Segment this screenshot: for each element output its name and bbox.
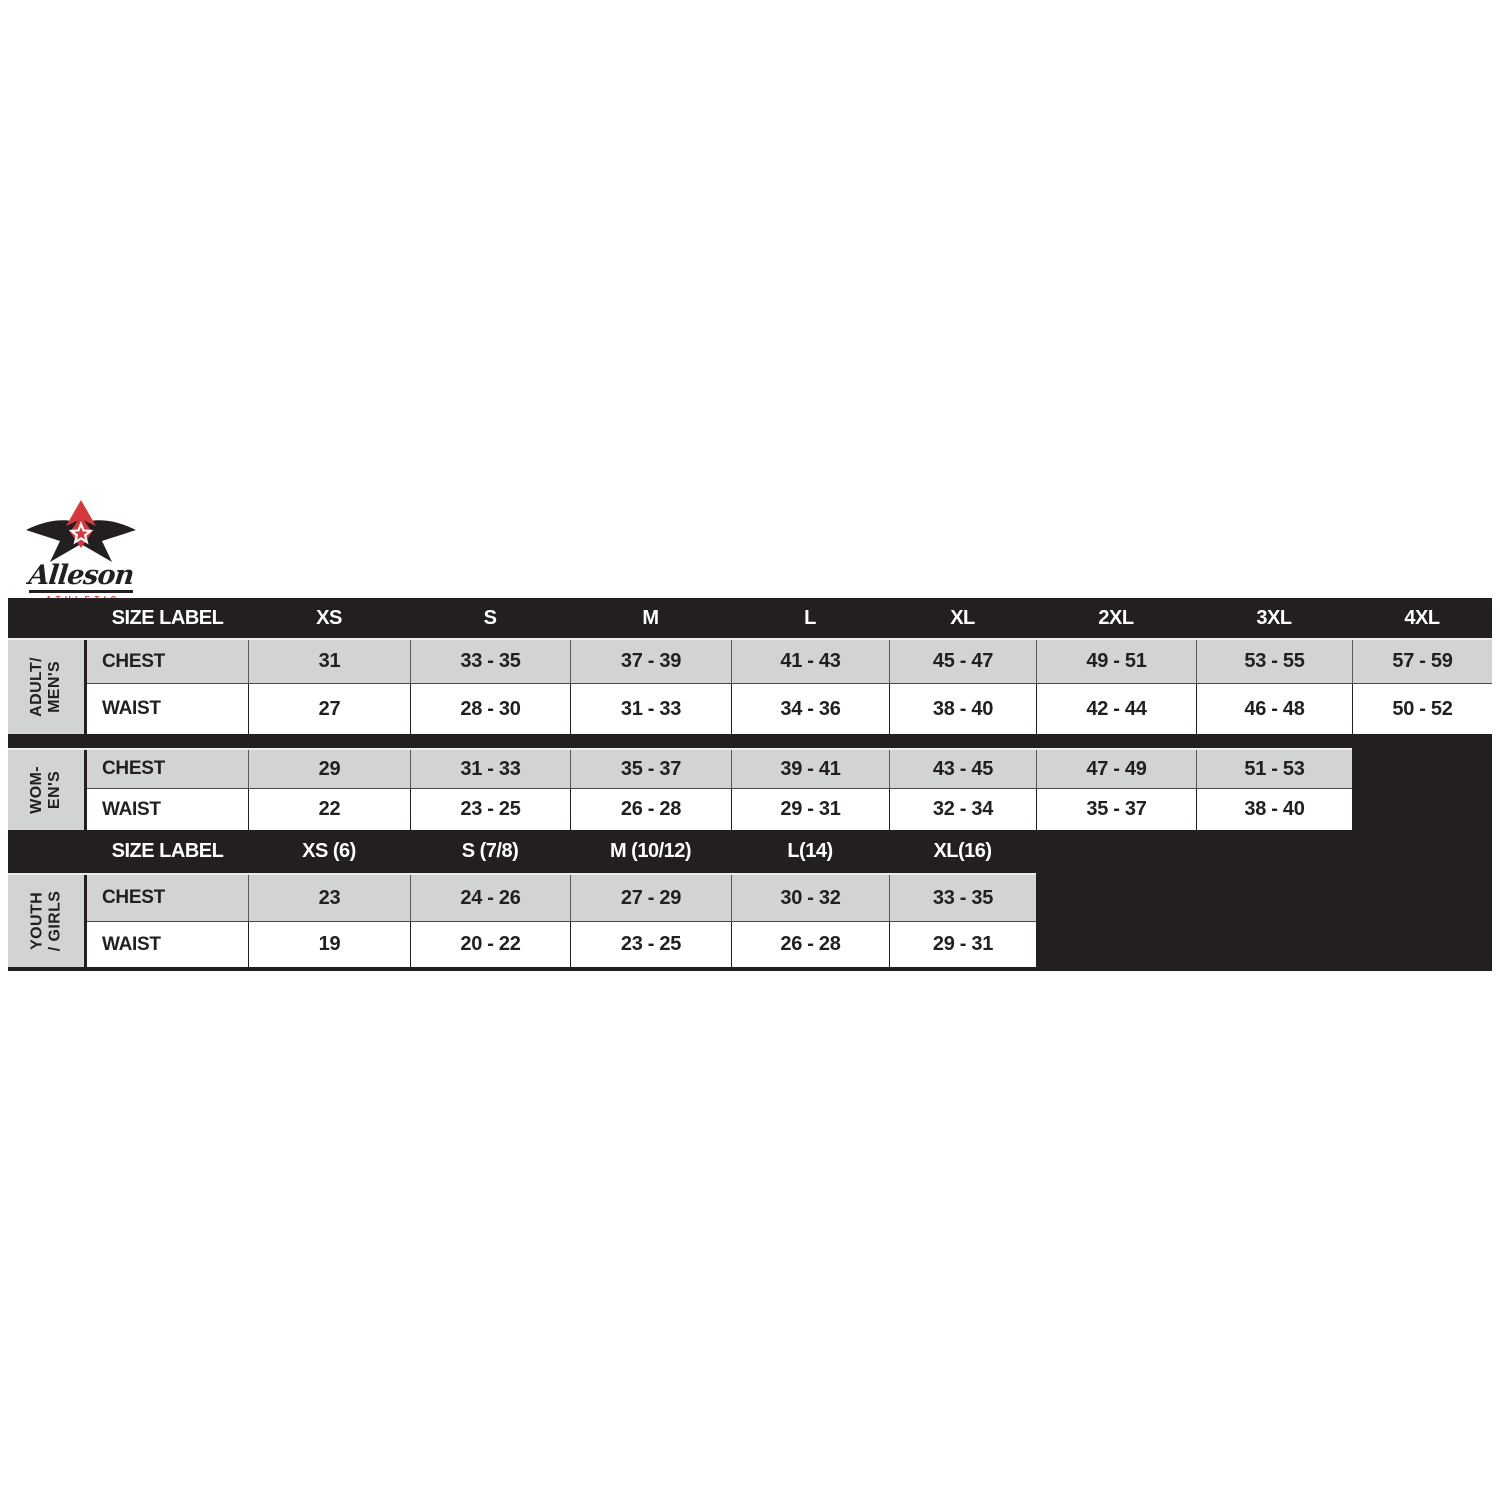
- table-cell: 50 - 52: [1352, 684, 1492, 734]
- divider: [8, 873, 1036, 875]
- table-cell: 23 - 25: [410, 789, 570, 830]
- youth-girls-side-cell: YOUTH / GIRLS: [8, 875, 87, 967]
- table-cell: 29: [248, 750, 410, 788]
- adult-chest-row: CHEST 31 33 - 35 37 - 39 41 - 43 45 - 47…: [87, 640, 1492, 684]
- womens-section: WOM- EN'S CHEST 29 31 - 33 35 - 37 39 - …: [8, 750, 1352, 830]
- youth-waist-row: WAIST 19 20 - 22 23 - 25 26 - 28 29 - 31: [87, 922, 1036, 967]
- divider: [8, 638, 1492, 640]
- youth-girls-side-label: YOUTH / GIRLS: [28, 891, 64, 952]
- adult-header-xs: XS: [316, 606, 342, 629]
- row-label: CHEST: [102, 758, 165, 779]
- youth-girls-section: YOUTH / GIRLS CHEST 23 24 - 26 27 - 29 3…: [8, 875, 1036, 967]
- adult-rows: CHEST 31 33 - 35 37 - 39 41 - 43 45 - 47…: [87, 640, 1492, 734]
- youth-header-m: M (10/12): [609, 840, 692, 862]
- table-cell: 35 - 37: [570, 750, 731, 788]
- row-label: WAIST: [102, 698, 161, 719]
- row-label: WAIST: [102, 933, 161, 955]
- row-label: WAIST: [102, 798, 161, 820]
- table-cell: 26 - 28: [570, 789, 731, 830]
- adult-header-xl: XL: [950, 606, 975, 629]
- table-cell: 33 - 35: [889, 875, 1036, 921]
- row-label: CHEST: [102, 887, 165, 908]
- table-cell: 19: [248, 922, 410, 967]
- table-cell: 23: [248, 875, 410, 921]
- adult-mens-section: ADULT/ MEN'S CHEST 31 33 - 35 37 - 39 41…: [8, 640, 1492, 734]
- table-cell: 49 - 51: [1036, 640, 1196, 683]
- youth-chest-row: CHEST 23 24 - 26 27 - 29 30 - 32 33 - 35: [87, 875, 1036, 922]
- adult-header-m: M: [642, 606, 659, 629]
- row-label: CHEST: [102, 650, 165, 672]
- youth-header-size-label: SIZE LABEL: [111, 840, 224, 862]
- table-cell: 41 - 43: [731, 640, 889, 683]
- table-cell: 33 - 35: [410, 640, 570, 683]
- table-cell: 35 - 37: [1036, 789, 1196, 830]
- table-cell: 20 - 22: [410, 922, 570, 967]
- adult-header-4xl: 4XL: [1404, 606, 1440, 629]
- table-cell: 22: [248, 789, 410, 830]
- adult-header-2xl: 2XL: [1098, 606, 1134, 629]
- table-cell: 57 - 59: [1352, 640, 1492, 683]
- table-cell: 29 - 31: [731, 789, 889, 830]
- side-label-line: YOUTH: [28, 892, 46, 950]
- table-cell: 42 - 44: [1036, 684, 1196, 734]
- table-cell: 28 - 30: [410, 684, 570, 734]
- table-cell: 34 - 36: [731, 684, 889, 734]
- table-cell: 27: [248, 684, 410, 734]
- table-cell: 39 - 41: [731, 750, 889, 788]
- brand-name: Alleson: [27, 560, 135, 591]
- table-cell: 51 - 53: [1196, 750, 1352, 788]
- youth-header-s: S (7/8): [461, 840, 519, 862]
- womens-chest-row: CHEST 29 31 - 33 35 - 37 39 - 41 43 - 45…: [87, 750, 1352, 789]
- womens-rows: CHEST 29 31 - 33 35 - 37 39 - 41 43 - 45…: [87, 750, 1352, 830]
- side-label-line: EN'S: [46, 770, 63, 810]
- adult-header-l: L: [804, 606, 816, 629]
- side-label-line: ADULT/: [28, 657, 46, 717]
- youth-size-header-row: SIZE LABEL XS (6) S (7/8) M (10/12) L(14…: [8, 830, 1492, 873]
- alleson-star-icon: [26, 500, 136, 562]
- table-cell: 26 - 28: [731, 922, 889, 967]
- side-label-line: / GIRLS: [46, 890, 63, 952]
- table-cell: 37 - 39: [570, 640, 731, 683]
- youth-header-xs: XS (6): [302, 840, 356, 862]
- table-cell: 38 - 40: [889, 684, 1036, 734]
- adult-mens-side-cell: ADULT/ MEN'S: [8, 640, 87, 734]
- table-cell: 38 - 40: [1196, 789, 1352, 830]
- table-cell: 46 - 48: [1196, 684, 1352, 734]
- table-cell: 29 - 31: [889, 922, 1036, 967]
- table-cell: 43 - 45: [889, 750, 1036, 788]
- adult-header-s: S: [483, 606, 497, 629]
- adult-header-3xl: 3XL: [1256, 606, 1292, 629]
- brand-underline: [29, 590, 133, 593]
- header-spacer: [8, 598, 87, 638]
- youth-rows: CHEST 23 24 - 26 27 - 29 30 - 32 33 - 35…: [87, 875, 1036, 967]
- womens-waist-row: WAIST 22 23 - 25 26 - 28 29 - 31 32 - 34…: [87, 789, 1352, 830]
- adult-size-header-row: SIZE LABEL XS S M L XL 2XL 3XL 4XL: [8, 598, 1492, 638]
- table-cell: 23 - 25: [570, 922, 731, 967]
- table-cell: 30 - 32: [731, 875, 889, 921]
- divider: [8, 748, 1352, 750]
- table-cell: 32 - 34: [889, 789, 1036, 830]
- table-cell: 24 - 26: [410, 875, 570, 921]
- side-label-line: MEN'S: [46, 660, 63, 714]
- adult-waist-row: WAIST 27 28 - 30 31 - 33 34 - 36 38 - 40…: [87, 684, 1492, 734]
- adult-header-size-label: SIZE LABEL: [111, 606, 224, 629]
- youth-header-l: L(14): [787, 840, 833, 862]
- table-cell: 31: [248, 640, 410, 683]
- table-cell: 31 - 33: [570, 684, 731, 734]
- adult-mens-side-label: ADULT/ MEN'S: [28, 657, 64, 717]
- side-label-line: WOM-: [28, 766, 46, 814]
- table-cell: 47 - 49: [1036, 750, 1196, 788]
- table-cell: 31 - 33: [410, 750, 570, 788]
- size-chart-table: SIZE LABEL XS S M L XL 2XL 3XL 4XL ADULT…: [8, 598, 1492, 971]
- table-cell: 53 - 55: [1196, 640, 1352, 683]
- table-cell: 27 - 29: [570, 875, 731, 921]
- womens-side-cell: WOM- EN'S: [8, 750, 87, 830]
- womens-side-label: WOM- EN'S: [28, 766, 64, 814]
- header-spacer: [8, 830, 87, 873]
- section-separator: [8, 734, 1492, 748]
- youth-header-xl: XL(16): [933, 840, 992, 862]
- brand-logo: Alleson ATHLETIC: [22, 500, 140, 604]
- table-cell: 45 - 47: [889, 640, 1036, 683]
